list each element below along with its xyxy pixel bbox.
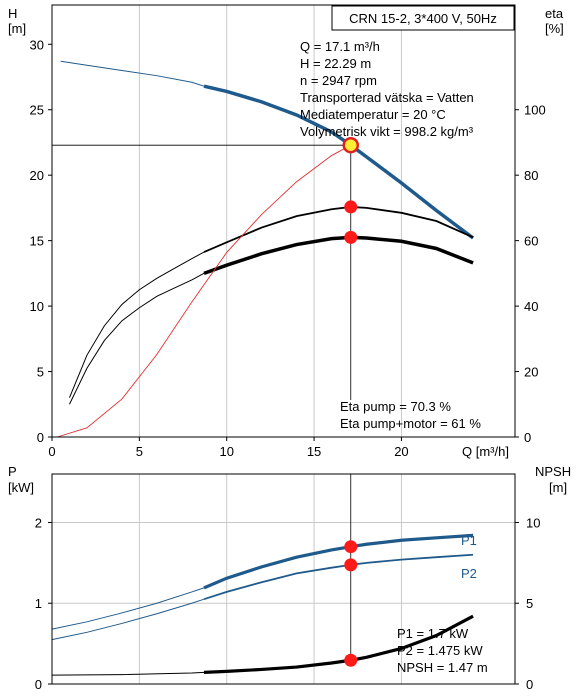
x-tick-label: 10 [219,444,233,459]
p-tick-label: 1 [35,596,42,611]
x-tick-label: 0 [48,444,55,459]
p-axis-unit: [kW] [8,480,34,495]
bottom-plot-frame [51,473,516,685]
eta-pump-curve-thick [203,206,474,253]
operating-point-marker [344,230,358,244]
title-box [331,5,515,31]
info-q: Q = 17.1 m³/h [300,39,380,54]
info-p1: P1 = 1.7 kW [397,626,469,641]
h-tick-label: 20 [30,168,44,183]
p-tick-label: 0 [35,677,42,692]
p-tick-label: 2 [35,515,42,530]
p2-curve-thick [203,553,474,601]
bottom-curves [51,474,474,676]
h-tick-label: 5 [37,365,44,380]
info-temperature: Mediatemperatur = 20 °C [300,107,446,122]
h-tick-label: 30 [30,37,44,52]
h-tick-label: 15 [30,234,44,249]
npsh-axis-unit: [m] [549,480,567,495]
top-plot-frame [51,4,516,438]
npsh-tick-label: 0 [526,677,533,692]
operating-point-marker [344,540,358,554]
p-axis-label: P [8,464,17,479]
info-density: Volymetrisk vikt = 998.2 kg/m³ [300,124,474,139]
info-n: n = 2947 rpm [300,73,377,88]
eta-tick-label: 80 [524,168,538,183]
eta-tick-label: 40 [524,299,538,314]
x-tick-label: 5 [136,444,143,459]
q-axis-label: Q [m³/h] [462,444,509,459]
chart-title: CRN 15-2, 3*400 V, 50Hz [349,11,497,26]
p1-curve-thin [51,587,205,630]
eta-tick-label: 20 [524,365,538,380]
bottom-ticks: 0 1 2 0 5 10 [35,515,541,692]
eta-total-curve-thin [69,272,205,405]
info-h: H = 22.29 m [300,56,371,71]
top-markers [342,136,360,244]
eta-axis-unit: [%] [545,21,564,36]
eta-pump-motor-text: Eta pump+motor = 61 % [340,416,481,431]
operating-point-marker [344,200,358,214]
npsh-axis-label: NPSH [535,464,571,479]
series-label-p2: P2 [461,566,477,581]
npsh-tick-label: 10 [526,515,540,530]
top-curves [52,60,475,438]
eta-total-curve-thick [203,235,474,276]
p2-curve-thin [51,598,205,641]
h-tick-label: 10 [30,299,44,314]
h-axis-unit: [m] [8,21,26,36]
info-p2: P2 = 1.475 kW [397,643,483,658]
x-tick-label: 15 [307,444,321,459]
top-grid [138,5,402,437]
info-npsh: NPSH = 1.47 m [397,660,488,675]
top-ticks: 0 5 10 15 20 0 5 10 15 20 25 30 0 20 40 60 80 100 [30,37,546,459]
h-tick-label: 25 [30,103,44,118]
h-curve-thin [60,60,205,87]
eta-tick-label: 100 [524,103,546,118]
npsh-tick-label: 5 [526,596,533,611]
eta-tick-label: 0 [524,430,531,445]
p1-curve-thick [203,533,474,590]
eta-tick-label: 60 [524,234,538,249]
system-curve [57,144,351,438]
h-curve-thick [203,84,475,240]
h-tick-label: 0 [37,430,44,445]
operating-point-marker [344,558,358,572]
duty-point-marker [342,136,360,154]
info-liquid: Transporterad vätska = Vatten [300,90,474,105]
eta-pump-curve-thin [69,251,205,398]
series-label-p1: P1 [461,533,477,548]
x-tick-label: 20 [394,444,408,459]
h-axis-label: H [8,6,17,21]
bottom-markers [344,540,358,667]
npsh-curve-thick [203,614,474,674]
npsh-curve-thin [51,671,205,676]
operating-point-marker [344,653,358,667]
eta-axis-label: eta [545,6,564,21]
eta-pump-text: Eta pump = 70.3 % [340,399,451,414]
